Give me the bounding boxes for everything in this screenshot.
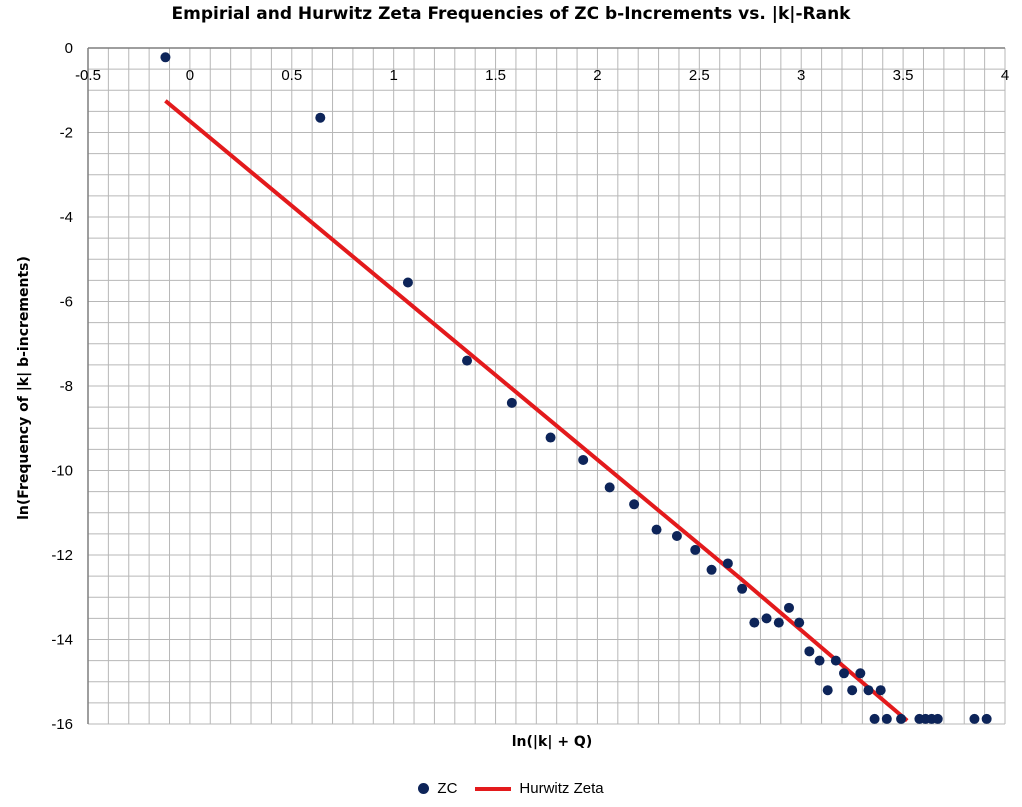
legend-marker-zc	[418, 783, 430, 794]
zc-data-point	[855, 668, 866, 679]
y-tick-label: -2	[60, 125, 73, 142]
zc-data-point	[690, 544, 701, 555]
legend-marker-hurwitz-zeta	[475, 786, 512, 791]
zc-data-point	[722, 558, 733, 569]
legend-label-zc: ZC	[437, 780, 458, 797]
hurwitz-zeta-line	[164, 99, 909, 723]
zc-data-point	[896, 713, 907, 724]
zc-data-point	[804, 646, 815, 657]
zc-data-point	[773, 617, 784, 628]
zc-data-point	[402, 277, 413, 288]
x-tick-label: 0.5	[281, 67, 302, 84]
y-tick-label: -6	[60, 294, 73, 311]
zc-data-point	[506, 397, 517, 408]
zc-data-point	[315, 112, 326, 123]
zc-data-point	[671, 530, 682, 541]
zc-series	[160, 52, 992, 724]
zc-data-point	[863, 685, 874, 696]
hurwitz-zeta-series	[164, 99, 909, 723]
zc-data-point	[578, 454, 589, 465]
tick-labels: -0.5 0 0.5 1 1.5 2 2.5 3 3.5 40-2-4-6-8-10-12-14-…	[51, 40, 1009, 733]
x-tick-label: 1	[389, 67, 397, 84]
chart-title: Empirial and Hurwitz Zeta Frequencies of…	[171, 4, 851, 24]
grid-lines	[87, 47, 1006, 725]
zc-data-point	[462, 355, 473, 366]
zc-data-point	[932, 713, 943, 724]
x-tick-label: 3	[797, 67, 805, 84]
x-tick-label: 2	[593, 67, 601, 84]
zc-data-point	[869, 713, 880, 724]
zc-data-point	[545, 432, 556, 443]
zc-data-point	[737, 583, 748, 594]
y-tick-label: 0	[65, 40, 73, 57]
zc-data-point	[881, 713, 892, 724]
zc-data-point	[814, 655, 825, 666]
y-tick-label: -10	[51, 463, 73, 480]
x-tick-label: 2.5	[689, 67, 710, 84]
zc-data-point	[981, 713, 992, 724]
zc-data-point	[794, 617, 805, 628]
x-tick-label: 1.5	[485, 67, 506, 84]
zc-data-point	[160, 52, 171, 63]
y-tick-label: -14	[51, 632, 73, 649]
zc-data-point	[839, 668, 850, 679]
legend-item-hurwitz-zeta: Hurwitz Zeta	[475, 780, 604, 797]
y-tick-label: -8	[60, 378, 73, 395]
legend: ZC Hurwitz Zeta	[0, 780, 1022, 797]
zc-data-point	[629, 499, 640, 510]
zc-data-point	[604, 482, 615, 493]
x-tick-label: 3.5	[893, 67, 914, 84]
zc-data-point	[749, 617, 760, 628]
x-tick-label: 0	[186, 67, 194, 84]
x-tick-label: 4	[1001, 67, 1009, 84]
axes	[87, 47, 1005, 724]
x-axis-label: ln(|k| + Q)	[512, 734, 592, 750]
x-tick-label: -0.5	[75, 67, 101, 84]
y-tick-label: -16	[51, 716, 73, 733]
zc-data-point	[761, 613, 772, 624]
legend-label-hurwitz-zeta: Hurwitz Zeta	[519, 780, 604, 797]
y-axis-label: ln(Frequency of |k| b-increments)	[16, 256, 32, 520]
zc-data-point	[875, 685, 886, 696]
zc-data-point	[651, 524, 662, 535]
zc-data-point	[783, 602, 794, 613]
zc-data-point	[847, 685, 858, 696]
zc-data-point	[969, 713, 980, 724]
zc-data-point	[706, 564, 717, 575]
y-tick-label: -12	[51, 547, 73, 564]
legend-item-zc: ZC	[418, 780, 457, 797]
zc-data-point	[830, 655, 841, 666]
zc-data-point	[822, 685, 833, 696]
y-tick-label: -4	[60, 209, 73, 226]
